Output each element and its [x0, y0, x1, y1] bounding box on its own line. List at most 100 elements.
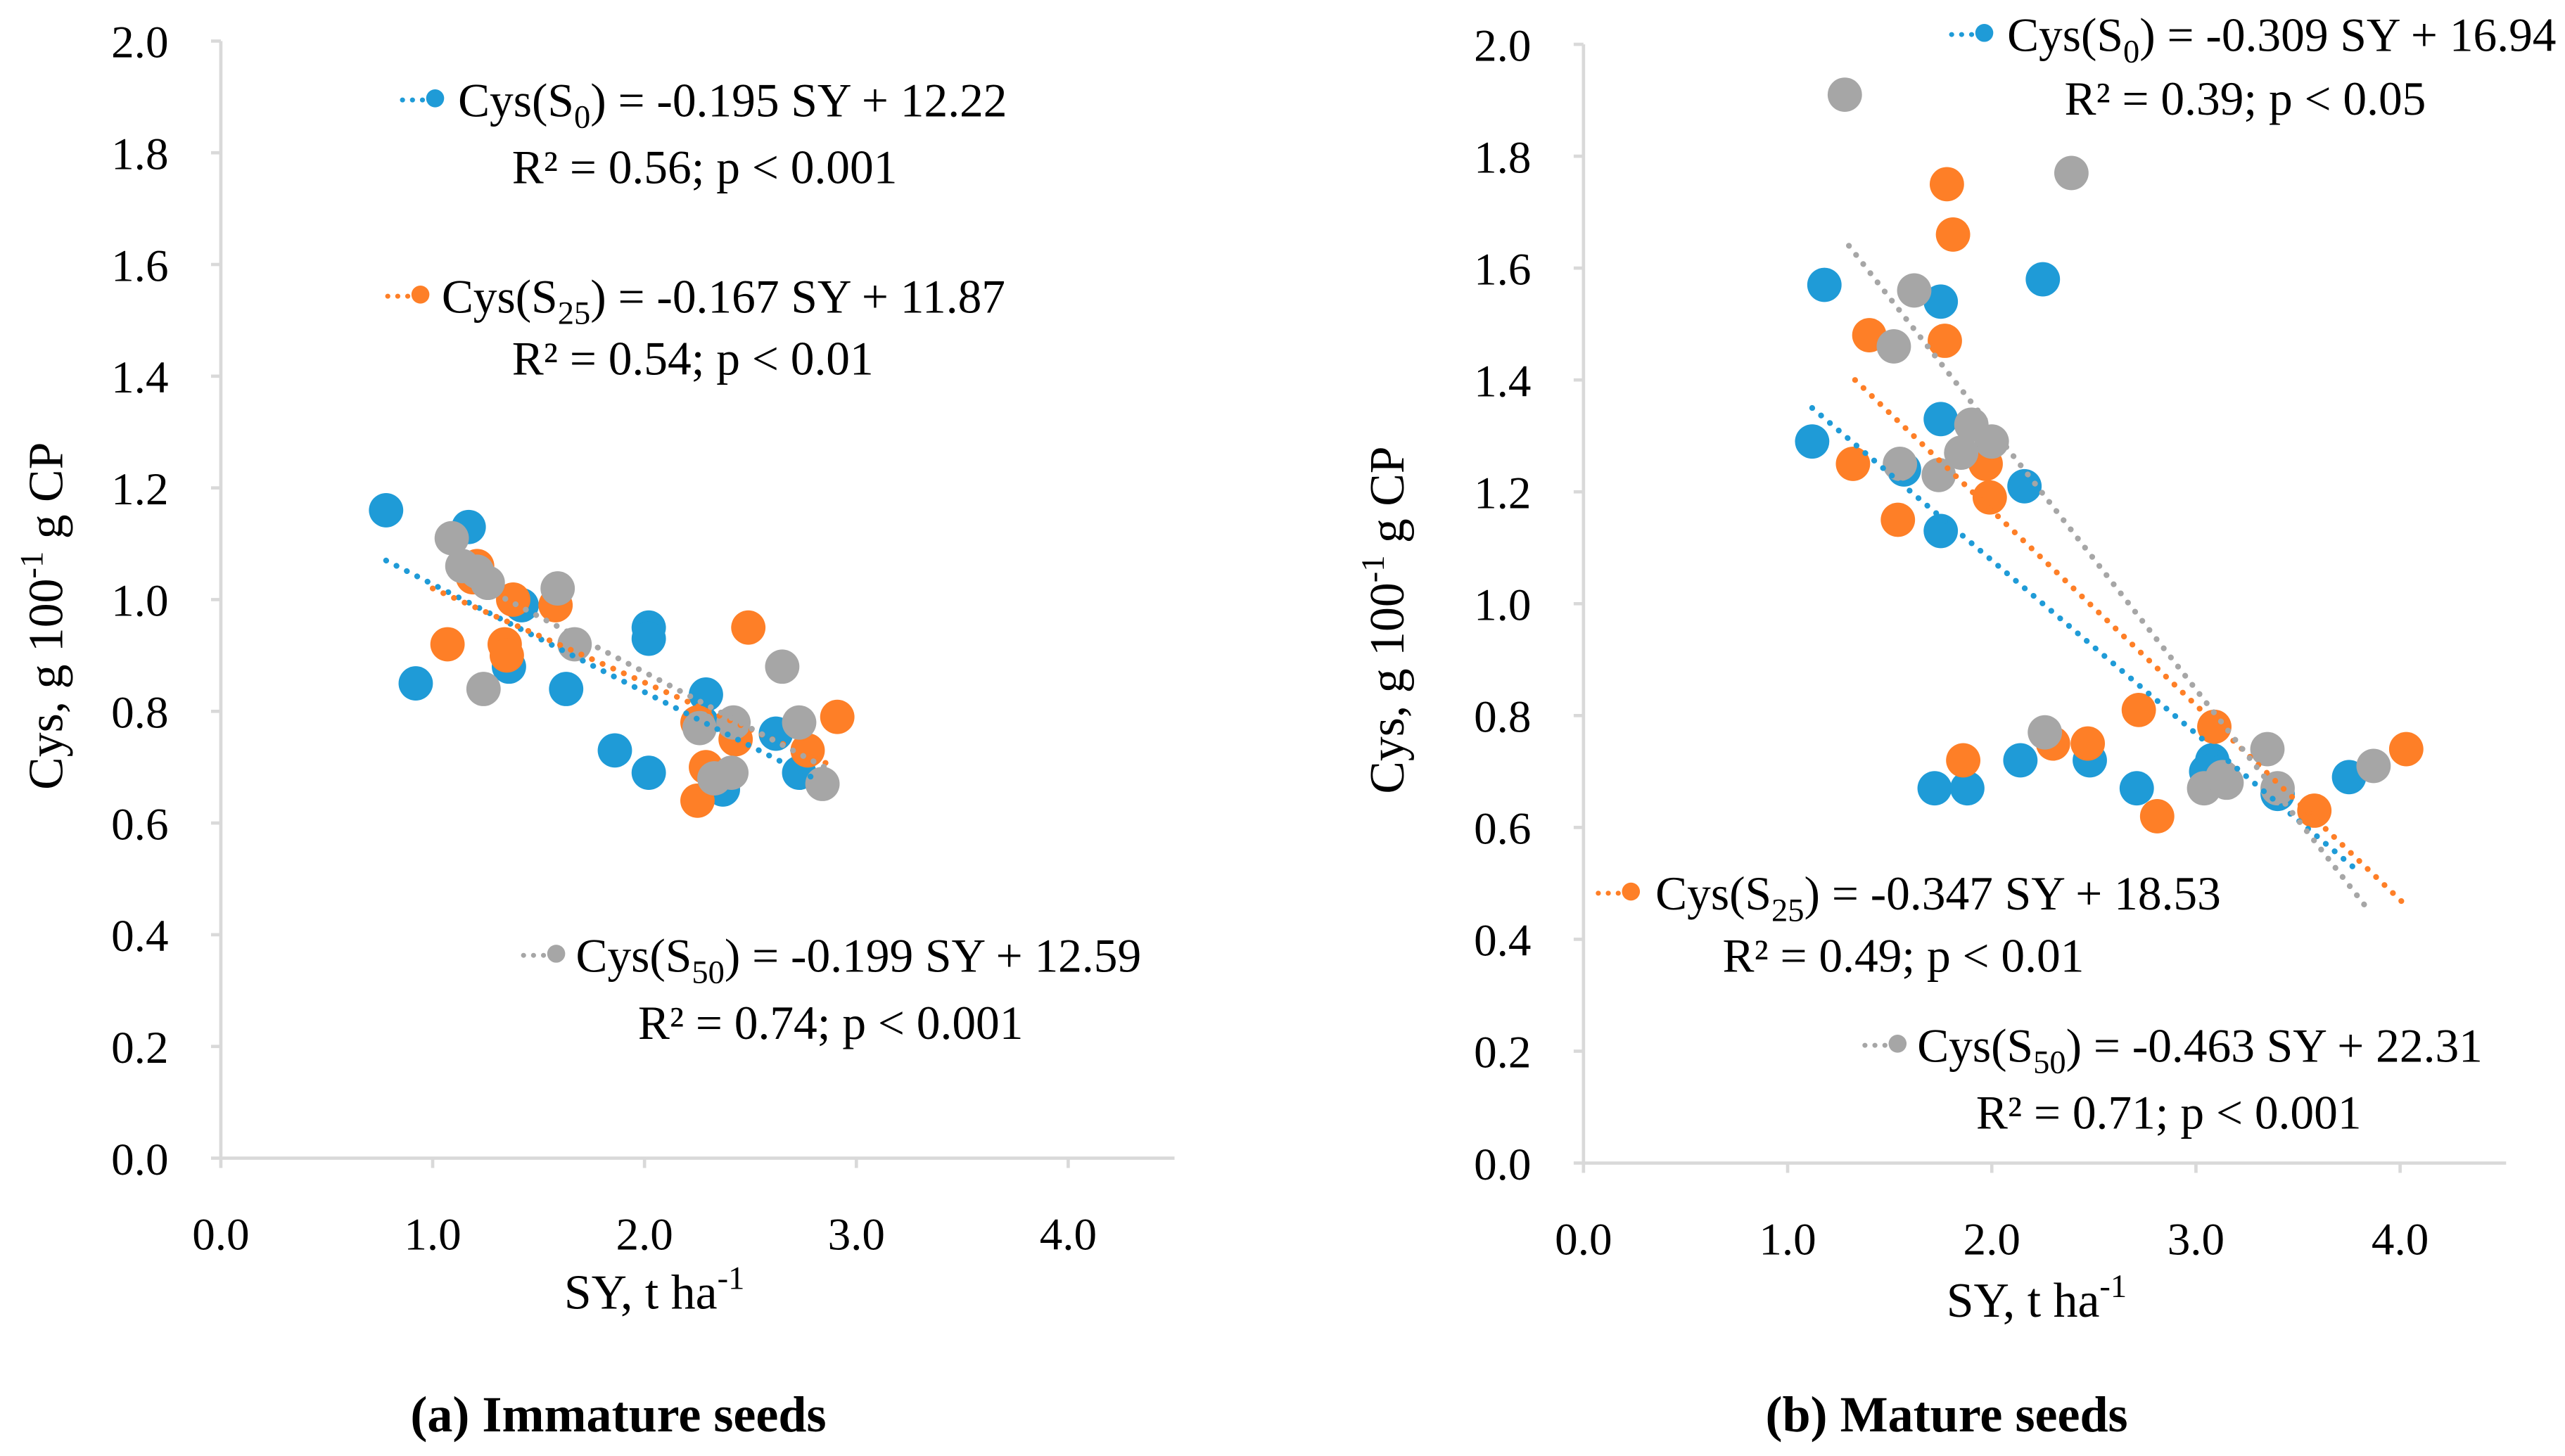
trendline-S25 [429, 585, 839, 770]
y-tick-label: 1.4 [111, 352, 168, 403]
equation-post: ) = -0.309 SY + 16.94 [2139, 8, 2556, 61]
data-point-S0 [549, 672, 584, 706]
x-axis-title-main: SY, t ha [564, 1265, 718, 1320]
x-tick-label: 4.0 [1040, 1210, 1097, 1260]
data-point-S25 [1835, 447, 1871, 481]
y-axis-title: Cys, g 100-1 g CP [1356, 446, 1415, 793]
x-tick-label: 3.0 [828, 1210, 885, 1260]
x-axis-title-main: SY, t ha [1947, 1274, 2100, 1328]
data-point-S0 [369, 493, 404, 528]
equation-stats-S50: R² = 0.71; p < 0.001 [1976, 1087, 2362, 1139]
y-axis-title-sup: -1 [14, 551, 50, 579]
data-point-S0 [2025, 262, 2061, 297]
data-point-S0 [1917, 771, 1952, 806]
data-point-S50 [2028, 715, 2063, 750]
equation-sub: 50 [2033, 1045, 2066, 1081]
legend-marker-S25 [1622, 882, 1641, 901]
data-point-S50 [2250, 732, 2285, 767]
y-tick-label: 0.4 [111, 911, 168, 962]
equation-S0: Cys(S0) = -0.309 SY + 16.94 [2007, 8, 2556, 70]
equation-stats-S50: R² = 0.74; p < 0.001 [638, 997, 1024, 1049]
data-point-S50 [716, 705, 751, 740]
equation-sub: 50 [692, 955, 725, 991]
x-tick-label: 3.0 [2168, 1215, 2225, 1265]
equation-post: ) = -0.347 SY + 18.53 [1805, 867, 2221, 920]
equation-pre: Cys(S [458, 74, 574, 127]
data-point-S25 [490, 638, 524, 673]
equation-pre: Cys(S [442, 270, 558, 323]
data-point-S0 [398, 666, 433, 701]
trendline-S0 [383, 557, 817, 781]
equation-post: ) = -0.199 SY + 12.59 [725, 929, 1141, 982]
data-point-S0 [2003, 743, 2038, 778]
data-point-S50 [459, 554, 495, 589]
data-point-S25 [820, 699, 855, 734]
y-tick-label: 0.2 [111, 1023, 168, 1073]
equation-pre: Cys(S [1655, 867, 1771, 920]
data-point-S50 [1883, 447, 1918, 481]
data-point-S50 [2054, 155, 2089, 191]
equation-sub: 25 [558, 296, 591, 332]
x-tick-label: 2.0 [1963, 1215, 2020, 1265]
y-tick-label: 0.0 [1474, 1139, 1531, 1190]
data-point-S25 [2297, 793, 2332, 828]
x-tick-label: 1.0 [1759, 1215, 1816, 1265]
data-point-S25 [2070, 726, 2106, 761]
data-point-S0 [2119, 771, 2154, 806]
data-point-S25 [731, 610, 766, 645]
panel-caption: (a) Immature seeds [410, 1386, 826, 1443]
equation-S50: Cys(S50) = -0.199 SY + 12.59 [575, 929, 1141, 990]
equation-post: ) = -0.195 SY + 12.22 [590, 74, 1007, 127]
y-axis-title-rest: g CP [19, 442, 73, 551]
data-point-S25 [1972, 480, 2007, 515]
y-tick-label: 1.6 [111, 241, 168, 291]
equation-stats-S25: R² = 0.54; p < 0.01 [512, 333, 874, 385]
data-point-S0 [1923, 284, 1959, 319]
data-point-S50 [1974, 424, 2009, 459]
y-axis-title-main: Cys, g 100 [1361, 582, 1415, 793]
y-axis-title: Cys, g 100-1 g CP [14, 442, 73, 790]
y-tick-label: 1.8 [1474, 132, 1531, 183]
data-point-S25 [1880, 502, 1916, 537]
data-point-S0 [1923, 402, 1959, 437]
data-point-S25 [1929, 167, 1964, 202]
data-point-S50 [782, 705, 817, 740]
data-point-S25 [2121, 692, 2156, 727]
x-tick-label: 0.0 [1555, 1215, 1612, 1265]
y-tick-label: 0.4 [1474, 916, 1531, 966]
legend-marker-S0 [426, 89, 445, 108]
data-point-S50 [714, 755, 749, 791]
y-tick-label: 0.2 [1474, 1028, 1531, 1078]
equation-post: ) = -0.463 SY + 22.31 [2066, 1019, 2483, 1072]
equation-post: ) = -0.167 SY + 11.87 [590, 270, 1005, 323]
data-point-S50 [1876, 329, 1911, 364]
data-point-S50 [2260, 771, 2295, 806]
y-tick-label: 0.6 [111, 799, 168, 850]
y-tick-label: 2.0 [1474, 20, 1531, 71]
data-point-S0 [1923, 513, 1959, 549]
x-axis-title-sup: -1 [2099, 1269, 2127, 1305]
y-tick-label: 1.6 [1474, 244, 1531, 295]
data-point-S50 [540, 571, 575, 606]
x-tick-label: 1.0 [404, 1210, 461, 1260]
data-point-S25 [1935, 217, 1971, 252]
panel-caption: (b) Mature seeds [1765, 1386, 2127, 1443]
panel-a: 0.0 0.2 0.4 0.6 0.8 1.0 1.2 1.4 1.6 1.8 2.0 0.0 1.0 2… [14, 18, 1175, 1443]
equation-S25: Cys(S25) = -0.347 SY + 18.53 [1655, 867, 2221, 928]
x-tick-label: 2.0 [616, 1210, 673, 1260]
equation-S0: Cys(S0) = -0.195 SY + 12.22 [458, 74, 1007, 135]
data-point-S0 [1807, 267, 1842, 302]
data-point-S0 [631, 621, 666, 656]
equation-pre: Cys(S [575, 929, 692, 982]
trendline-S0 [1809, 404, 2362, 876]
trendline-S25 [1852, 377, 2410, 909]
trendline-S50 [1846, 243, 2373, 914]
data-point-S25 [496, 582, 530, 617]
data-point-S25 [430, 627, 465, 662]
equation-stats-S25: R² = 0.49; p < 0.01 [1722, 929, 2084, 982]
equation-stats-S0: R² = 0.39; p < 0.05 [2064, 72, 2426, 125]
data-point-S0 [631, 755, 666, 791]
x-axis-title: SY, t ha-1 [564, 1261, 744, 1320]
y-tick-label: 1.2 [1474, 468, 1531, 518]
